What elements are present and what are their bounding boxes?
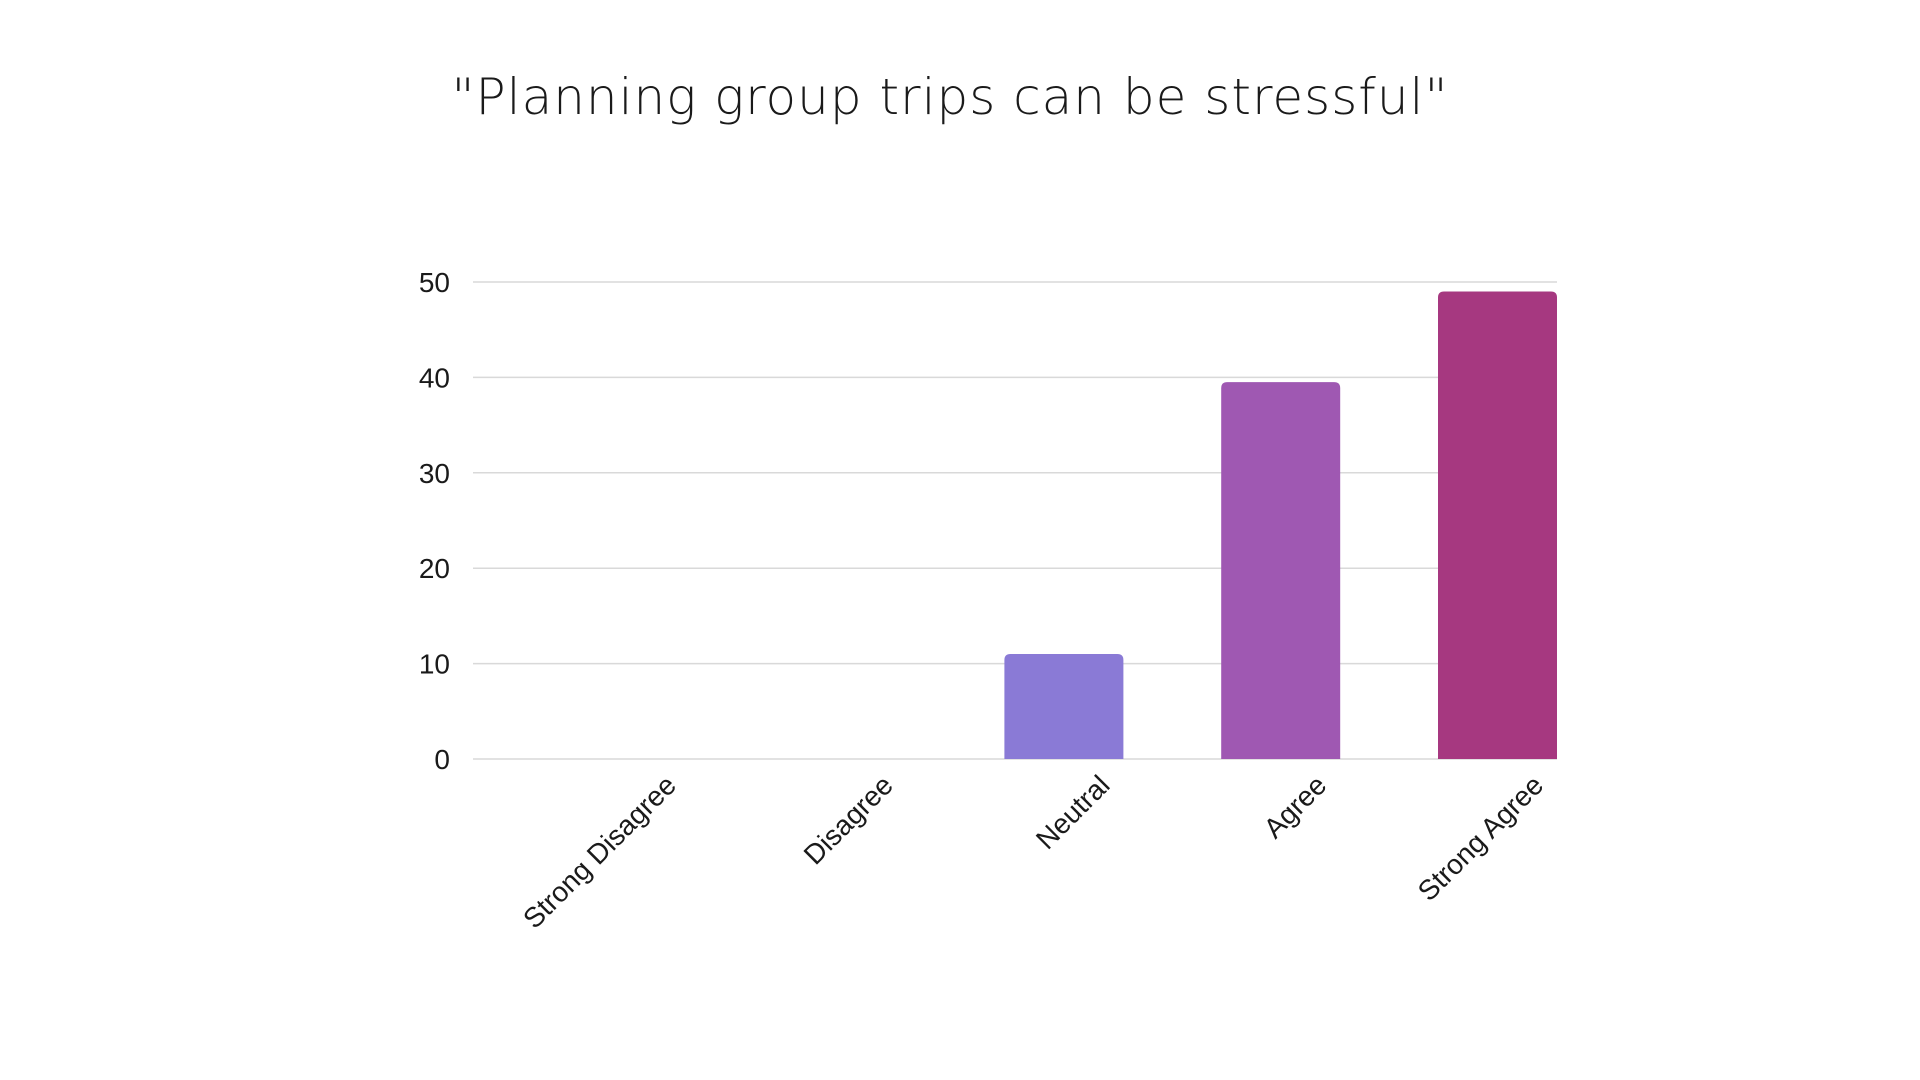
- y-tick-label: 0: [434, 744, 450, 775]
- bar-agree: [1221, 382, 1341, 759]
- x-category-label: Strong Disagree: [517, 769, 682, 934]
- bars: [1004, 291, 1557, 759]
- y-axis-ticks: 0 10 20 30 40 50: [419, 267, 450, 775]
- y-tick-label: 30: [419, 458, 450, 489]
- x-category-label: Strong Agree: [1412, 769, 1549, 906]
- x-category-label: Disagree: [798, 769, 899, 870]
- y-tick-label: 50: [419, 267, 450, 298]
- x-category-label: Neutral: [1030, 769, 1116, 855]
- bar-neutral: [1004, 654, 1124, 759]
- y-tick-label: 10: [419, 649, 450, 680]
- x-axis-labels: Strong Disagree Disagree Neutral Agree Stron…: [517, 769, 1549, 934]
- y-tick-label: 40: [419, 362, 450, 393]
- y-tick-label: 20: [419, 553, 450, 584]
- x-category-label: Agree: [1258, 769, 1333, 844]
- bar-strong-agree: [1438, 291, 1557, 759]
- chart-title: "Planning group trips can be stressful": [451, 68, 1449, 126]
